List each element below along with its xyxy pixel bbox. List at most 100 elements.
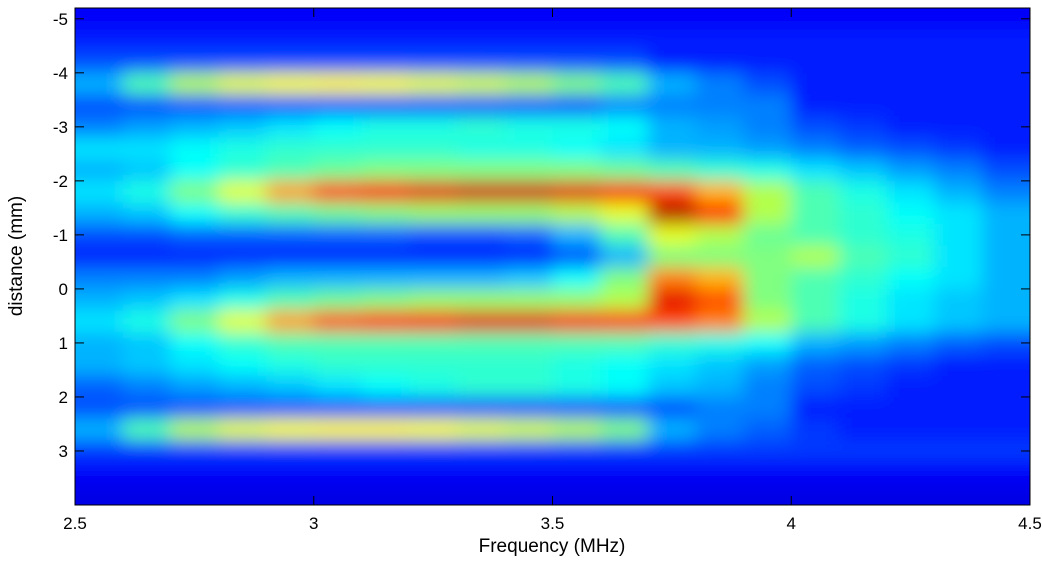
heatmap-cell bbox=[266, 137, 315, 160]
y-tick-label: 2 bbox=[59, 388, 68, 407]
heatmap-cell bbox=[266, 483, 315, 505]
heatmap-cell bbox=[743, 461, 792, 484]
heatmap-cell bbox=[552, 461, 601, 484]
heatmap-cell bbox=[409, 51, 458, 74]
heatmap-cell bbox=[934, 224, 983, 247]
heatmap-cell bbox=[743, 29, 792, 52]
heatmap-cell bbox=[600, 440, 649, 463]
heatmap-cell bbox=[982, 8, 1030, 31]
heatmap-cell bbox=[839, 180, 888, 203]
heatmap-cell bbox=[457, 116, 506, 139]
heatmap-cell bbox=[170, 332, 219, 355]
heatmap-cell bbox=[313, 29, 362, 52]
heatmap-cell bbox=[934, 418, 983, 441]
heatmap-cell bbox=[122, 353, 171, 376]
heatmap-cell bbox=[839, 137, 888, 160]
heatmap-cell bbox=[934, 72, 983, 95]
heatmap-cell bbox=[743, 396, 792, 420]
heatmap-cell bbox=[457, 396, 506, 420]
heatmap-cell bbox=[839, 94, 888, 117]
heatmap-cell bbox=[122, 224, 171, 247]
heatmap-cell bbox=[218, 461, 267, 484]
heatmap-cell bbox=[266, 72, 315, 95]
heatmap-cell bbox=[218, 51, 267, 74]
heatmap-cell bbox=[361, 310, 410, 333]
heatmap-cell bbox=[75, 375, 124, 398]
y-tick-label: -4 bbox=[53, 64, 68, 83]
heatmap-cell bbox=[122, 245, 171, 268]
heatmap-cell bbox=[218, 440, 267, 463]
heatmap-cell bbox=[361, 288, 410, 312]
heatmap-cell bbox=[648, 51, 697, 74]
heatmap-cell bbox=[552, 51, 601, 74]
heatmap-cell bbox=[982, 483, 1030, 505]
heatmap-cell bbox=[266, 461, 315, 484]
heatmap-cell bbox=[552, 94, 601, 117]
heatmap-cell bbox=[982, 332, 1030, 355]
heatmap-cell bbox=[75, 202, 124, 225]
heatmap-cell bbox=[504, 245, 553, 268]
heatmap-cell bbox=[75, 8, 124, 31]
heatmap-cell bbox=[122, 94, 171, 117]
heatmap-cell bbox=[504, 267, 553, 290]
heatmap-cell bbox=[839, 310, 888, 333]
heatmap-cell bbox=[839, 116, 888, 139]
heatmap-cell bbox=[122, 159, 171, 182]
heatmap-cell bbox=[409, 72, 458, 95]
heatmap-cell bbox=[457, 375, 506, 398]
heatmap-cell bbox=[409, 310, 458, 333]
heatmap-cell bbox=[648, 483, 697, 505]
heatmap-cell bbox=[886, 202, 935, 225]
heatmap-cell bbox=[313, 461, 362, 484]
heatmap-cell bbox=[743, 288, 792, 312]
heatmap-cell bbox=[648, 180, 697, 203]
heatmap-cell bbox=[695, 8, 744, 31]
heatmap-cell bbox=[600, 483, 649, 505]
heatmap-cell bbox=[934, 245, 983, 268]
heatmap-cell bbox=[791, 224, 840, 247]
heatmap-cell bbox=[457, 137, 506, 160]
heatmap-cell bbox=[695, 29, 744, 52]
heatmap-cell bbox=[122, 332, 171, 355]
heatmap-cell bbox=[648, 288, 697, 312]
heatmap-cell bbox=[839, 245, 888, 268]
x-tick-label: 2.5 bbox=[63, 514, 87, 533]
heatmap-cell bbox=[648, 461, 697, 484]
heatmap-cell bbox=[122, 267, 171, 290]
heatmap-cell bbox=[839, 8, 888, 31]
heatmap-cell bbox=[552, 8, 601, 31]
heatmap-cell bbox=[600, 353, 649, 376]
heatmap-cell bbox=[457, 353, 506, 376]
heatmap-cell bbox=[409, 440, 458, 463]
heatmap-cell bbox=[791, 310, 840, 333]
heatmap-cell bbox=[695, 483, 744, 505]
heatmap-cell bbox=[886, 267, 935, 290]
heatmap-cell bbox=[743, 353, 792, 376]
heatmap-cell bbox=[409, 159, 458, 182]
heatmap-cell bbox=[361, 245, 410, 268]
heatmap-cell bbox=[648, 440, 697, 463]
heatmap-cell bbox=[982, 461, 1030, 484]
heatmap-cell bbox=[218, 332, 267, 355]
heatmap-cell bbox=[361, 202, 410, 225]
heatmap-cell bbox=[75, 483, 124, 505]
heatmap-cells bbox=[75, 8, 1030, 505]
heatmap-cell bbox=[313, 202, 362, 225]
heatmap-cell bbox=[504, 288, 553, 312]
heatmap-cell bbox=[791, 180, 840, 203]
heatmap-cell bbox=[504, 224, 553, 247]
heatmap-cell bbox=[266, 310, 315, 333]
heatmap-cell bbox=[791, 72, 840, 95]
heatmap-cell bbox=[170, 375, 219, 398]
heatmap-cell bbox=[409, 202, 458, 225]
heatmap-cell bbox=[313, 180, 362, 203]
heatmap-cell bbox=[122, 29, 171, 52]
heatmap-cell bbox=[934, 461, 983, 484]
heatmap-cell bbox=[218, 310, 267, 333]
heatmap-cell bbox=[122, 8, 171, 31]
heatmap-cell bbox=[695, 94, 744, 117]
heatmap-cell bbox=[409, 288, 458, 312]
heatmap-cell bbox=[648, 159, 697, 182]
heatmap-cell bbox=[600, 202, 649, 225]
heatmap-cell bbox=[934, 483, 983, 505]
